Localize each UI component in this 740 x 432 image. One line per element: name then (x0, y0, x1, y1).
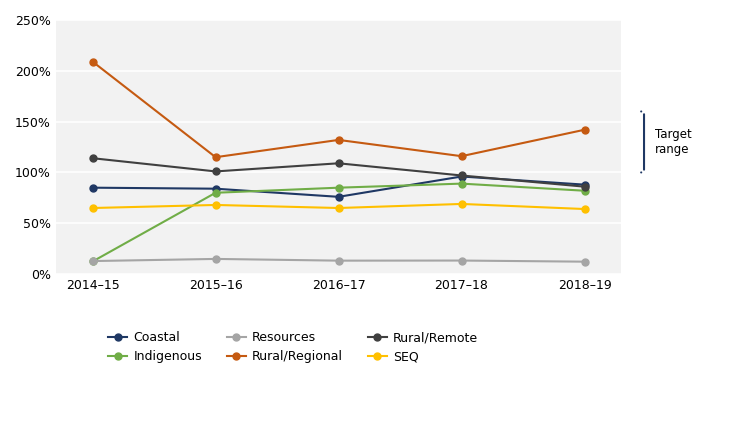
Resources (457, 258, 466, 263)
Indigenous (88, 259, 97, 264)
Line: SEQ: SEQ (89, 200, 588, 213)
Resources (334, 258, 343, 263)
Rural/Remote (457, 173, 466, 178)
Rural/Remote (334, 161, 343, 166)
SEQ (457, 201, 466, 206)
Coastal (88, 185, 97, 190)
Coastal (211, 186, 220, 191)
SEQ (88, 205, 97, 210)
Resources (211, 256, 220, 261)
Resources (88, 258, 97, 264)
Line: Indigenous: Indigenous (89, 180, 588, 265)
Indigenous (334, 185, 343, 190)
Resources (580, 259, 589, 264)
Text: Target
range: Target range (656, 128, 692, 156)
Indigenous (580, 188, 589, 194)
Rural/Regional (211, 155, 220, 160)
Rural/Remote (211, 169, 220, 174)
Line: Rural/Remote: Rural/Remote (89, 155, 588, 190)
Line: Coastal: Coastal (89, 173, 588, 200)
Coastal (580, 182, 589, 187)
Rural/Regional (580, 127, 589, 132)
Rural/Regional (457, 154, 466, 159)
Rural/Remote (88, 156, 97, 161)
Line: Resources: Resources (89, 255, 588, 265)
Rural/Regional (88, 59, 97, 64)
SEQ (580, 206, 589, 212)
Rural/Remote (580, 184, 589, 189)
Rural/Regional (334, 137, 343, 143)
Coastal (457, 174, 466, 179)
Legend: Coastal, Indigenous, Resources, Rural/Regional, Rural/Remote, SEQ: Coastal, Indigenous, Resources, Rural/Re… (104, 326, 483, 368)
Indigenous (457, 181, 466, 186)
Line: Rural/Regional: Rural/Regional (89, 58, 588, 161)
Indigenous (211, 190, 220, 195)
SEQ (211, 202, 220, 207)
SEQ (334, 205, 343, 210)
Coastal (334, 194, 343, 200)
